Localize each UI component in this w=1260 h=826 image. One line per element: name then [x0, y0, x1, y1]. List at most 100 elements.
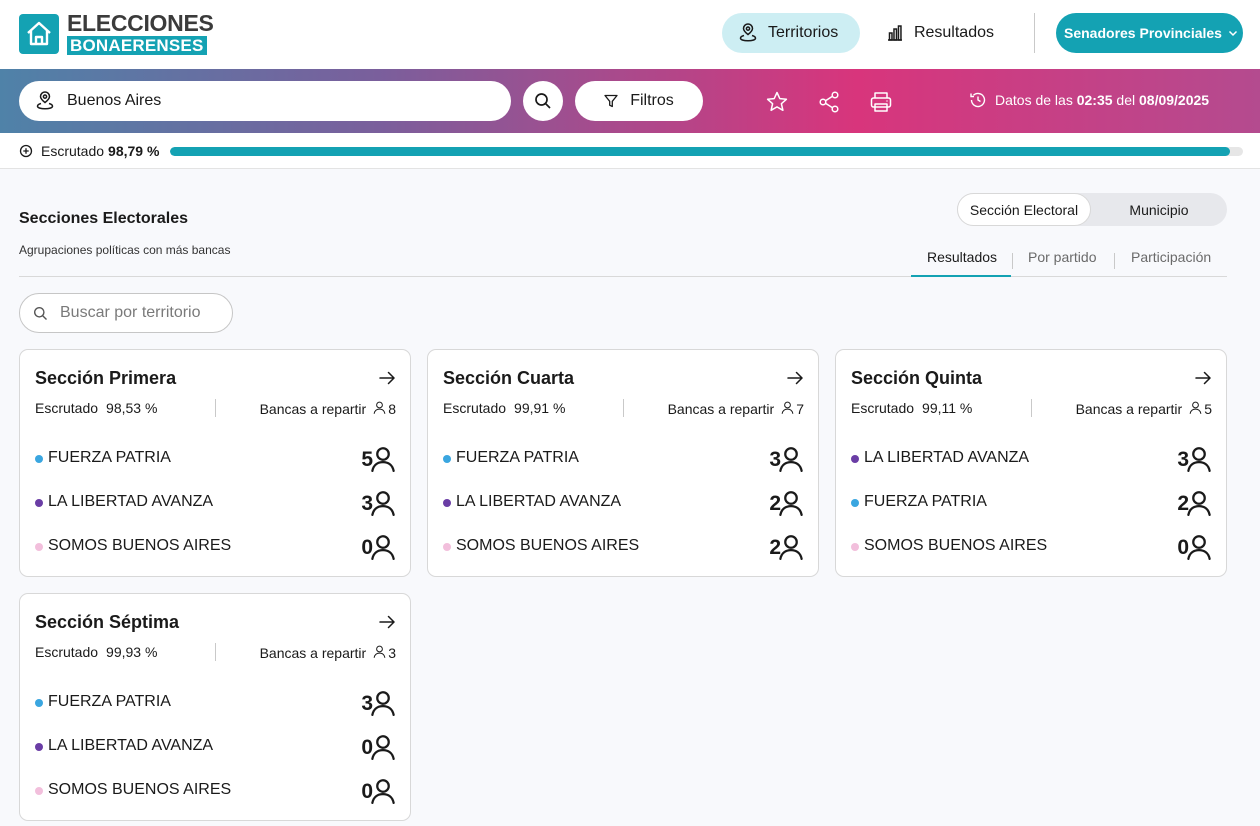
location-search-value: Buenos Aires	[67, 92, 162, 109]
tabs-baseline	[19, 276, 1227, 277]
arrow-right-icon[interactable]	[378, 613, 396, 636]
user-icon	[1184, 532, 1214, 567]
refresh-clock-icon	[970, 92, 986, 108]
tab-resultados[interactable]: Resultados	[927, 249, 998, 265]
party-seats: 0	[361, 536, 373, 559]
section-card[interactable]: Sección Cuarta Escrutado 99,91 % Bancas a…	[427, 349, 819, 577]
territory-search-placeholder: Buscar por territorio	[60, 304, 201, 321]
party-seats: 0	[361, 780, 373, 803]
section-card[interactable]: Sección Quinta Escrutado 99,11 % Bancas a…	[835, 349, 1227, 577]
card-bancas: Bancas a repartir 5	[1076, 400, 1212, 418]
section-subtitle: Agrupaciones políticas con más bancas	[19, 243, 231, 257]
tab-por-partido[interactable]: Por partido	[1028, 249, 1097, 265]
card-divider	[215, 399, 216, 417]
toolbar-band: Buenos Aires Filtros	[0, 69, 1260, 133]
user-icon	[366, 400, 388, 418]
card-bancas-label: Bancas a repartir	[667, 401, 775, 417]
share-button[interactable]	[816, 89, 842, 115]
nav-resultados-label: Resultados	[913, 24, 994, 41]
user-icon	[776, 444, 806, 479]
user-icon	[368, 444, 398, 479]
section-card[interactable]: Sección Séptima Escrutado 99,93 % Bancas …	[19, 593, 411, 821]
card-bancas-label: Bancas a repartir	[1075, 401, 1183, 417]
datos-prefix: Datos de las	[995, 92, 1073, 108]
party-seats: 2	[769, 492, 781, 515]
user-icon	[368, 732, 398, 767]
escrutado-progress-bar	[170, 147, 1243, 156]
party-name: LA LIBERTAD AVANZA	[456, 493, 622, 510]
party-color-dot	[35, 499, 43, 507]
tab-participacion[interactable]: Participación	[1131, 249, 1212, 265]
search-button[interactable]	[523, 81, 563, 121]
printer-icon	[870, 92, 892, 112]
card-title: Sección Cuarta	[443, 368, 575, 388]
user-icon	[1184, 488, 1214, 523]
card-bancas-value: 7	[796, 401, 804, 417]
toggle-municipio[interactable]: Municipio	[1129, 201, 1189, 218]
location-search-field[interactable]: Buenos Aires	[19, 81, 511, 121]
party-name: LA LIBERTAD AVANZA	[48, 737, 214, 754]
search-icon	[535, 93, 551, 109]
party-color-dot	[35, 743, 43, 751]
party-name: SOMOS BUENOS AIRES	[48, 537, 232, 554]
arrow-right-icon[interactable]	[1194, 369, 1212, 392]
chevron-down-icon	[1228, 30, 1237, 37]
card-escrutado-label: Escrutado	[851, 400, 915, 416]
top-header: ELECCIONES BONAERENSES Territorios Resul…	[0, 0, 1260, 69]
tab-divider	[1114, 253, 1115, 269]
brand-logo[interactable]: ELECCIONES BONAERENSES	[19, 12, 214, 55]
print-button[interactable]	[868, 89, 894, 115]
nav-resultados-button[interactable]: Resultados	[870, 13, 1010, 53]
card-escrutado: Escrutado 99,93 %	[35, 644, 157, 660]
party-seats: 5	[361, 448, 373, 471]
user-icon	[368, 532, 398, 567]
card-bancas-label: Bancas a repartir	[259, 645, 367, 661]
arrow-right-icon[interactable]	[378, 369, 396, 392]
nav-territorios-button[interactable]: Territorios	[722, 13, 860, 53]
party-name: FUERZA PATRIA	[48, 449, 171, 466]
bar-chart-icon	[887, 25, 902, 41]
party-row: SOMOS BUENOS AIRES 0	[35, 535, 395, 563]
party-name: SOMOS BUENOS AIRES	[48, 781, 232, 798]
party-name: LA LIBERTAD AVANZA	[48, 493, 214, 510]
party-row: LA LIBERTAD AVANZA 2	[443, 491, 803, 519]
party-seats: 3	[769, 448, 781, 471]
share-icon	[819, 91, 839, 113]
user-icon	[368, 688, 398, 723]
section-card[interactable]: Sección Primera Escrutado 98,53 % Bancas …	[19, 349, 411, 577]
party-row: FUERZA PATRIA 3	[35, 691, 395, 719]
user-icon	[776, 488, 806, 523]
territory-search-input[interactable]: Buscar por territorio	[19, 293, 233, 333]
card-escrutado-value: 99,91 %	[514, 400, 566, 416]
location-pin-icon	[36, 91, 54, 110]
party-seats: 2	[769, 536, 781, 559]
card-escrutado: Escrutado 98,53 %	[35, 400, 157, 416]
toggle-seccion-electoral[interactable]: Sección Electoral	[957, 193, 1091, 226]
category-dropdown[interactable]: Senadores Provinciales	[1056, 13, 1243, 53]
active-tab-indicator	[911, 275, 1011, 277]
filters-button[interactable]: Filtros	[575, 81, 703, 121]
tab-divider	[1012, 253, 1013, 269]
data-timestamp: Datos de las 02:35 del 08/09/2025	[969, 91, 1209, 109]
card-divider	[623, 399, 624, 417]
user-icon	[368, 776, 398, 811]
card-bancas-value: 3	[388, 645, 396, 661]
party-seats: 3	[361, 692, 373, 715]
filter-icon	[604, 94, 618, 108]
favorite-button[interactable]	[764, 89, 790, 115]
brand-line2: BONAERENSES	[67, 36, 207, 55]
card-bancas: Bancas a repartir 3	[260, 644, 396, 662]
party-row: LA LIBERTAD AVANZA 3	[35, 491, 395, 519]
datos-mid: del	[1116, 92, 1136, 108]
card-title: Sección Primera	[35, 368, 177, 388]
party-color-dot	[851, 543, 859, 551]
party-name: FUERZA PATRIA	[456, 449, 579, 466]
party-color-dot	[851, 499, 859, 507]
arrow-right-icon[interactable]	[786, 369, 804, 392]
user-icon	[368, 488, 398, 523]
brand-line1: ELECCIONES	[67, 10, 214, 36]
star-icon	[766, 91, 788, 112]
card-escrutado-value: 99,93 %	[106, 644, 158, 660]
card-escrutado-label: Escrutado	[443, 400, 507, 416]
user-icon	[774, 400, 796, 418]
